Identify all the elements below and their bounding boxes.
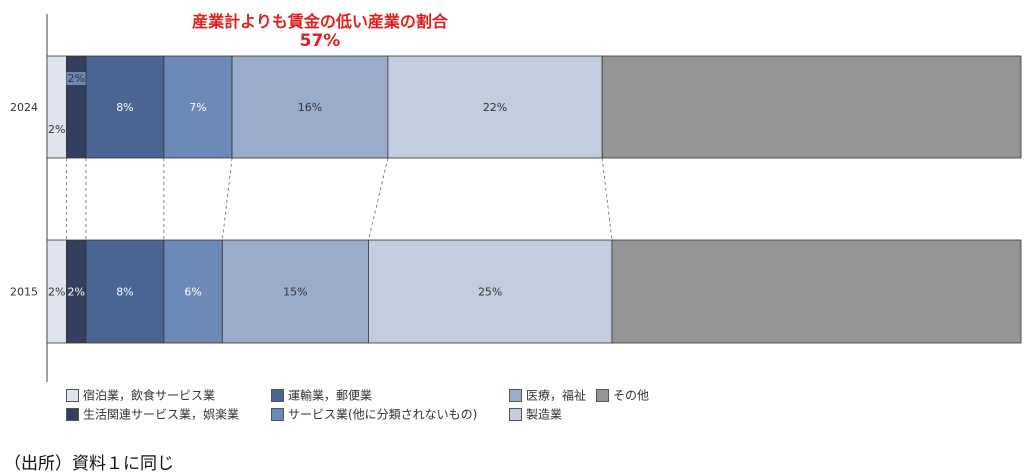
data-label-2015-0: 2%: [48, 286, 65, 299]
bar-segment-2015-5: [368, 239, 613, 344]
legend-item: 医療，福祉: [509, 387, 586, 403]
data-label-2015-4: 15%: [283, 286, 307, 299]
connector-line-3: [221, 157, 233, 241]
legend-swatch: [271, 408, 284, 421]
data-label-2015-5: 25%: [478, 286, 502, 299]
data-label-2024-0: 2%: [48, 123, 65, 136]
legend-label: 医療，福祉: [526, 388, 587, 403]
connector-line-5: [601, 157, 613, 241]
legend-item: 生活関連サービス業，娯楽業: [66, 406, 239, 422]
category-label-2024: 2024: [10, 101, 38, 114]
legend-item: その他: [596, 387, 649, 403]
bar-segment-2024-5: [387, 55, 603, 159]
connector-line-4: [368, 157, 389, 241]
bar-segment-2024-0: [46, 55, 67, 159]
bar-segment-2024-2: [85, 55, 165, 159]
legend-swatch: [509, 408, 522, 421]
data-label-2024-1: 2%: [67, 72, 84, 85]
data-label-2024-5: 22%: [483, 101, 507, 114]
data-label-2024-3: 7%: [189, 101, 206, 114]
bar-segment-2015-2: [85, 239, 165, 344]
legend-label: 製造業: [526, 407, 563, 422]
legend-label: その他: [613, 388, 650, 403]
bar-segment-2024-4: [231, 55, 389, 159]
legend-item: サービス業(他に分類されないもの): [271, 406, 477, 422]
legend-swatch: [66, 389, 79, 402]
legend-swatch: [596, 389, 609, 402]
legend-swatch: [66, 408, 79, 421]
bar-segment-2015-6: [611, 239, 1022, 344]
legend-label: 生活関連サービス業，娯楽業: [83, 407, 240, 422]
bar-segment-2015-3: [163, 239, 223, 344]
legend-label: 宿泊業，飲食サービス業: [83, 388, 216, 403]
bar-segment-2015-4: [221, 239, 369, 344]
data-label-2024-4: 16%: [298, 101, 322, 114]
legend-label: 運輸業，郵便業: [288, 388, 373, 403]
legend-item: 宿泊業，飲食サービス業: [66, 387, 215, 403]
source-note: （出所）資料１に同じ: [4, 454, 174, 474]
bar-segment-2024-6: [601, 55, 1022, 159]
data-label-bg-2024-1: [66, 72, 86, 85]
data-label-2024-2: 8%: [116, 101, 133, 114]
legend-item: 運輸業，郵便業: [271, 387, 372, 403]
legend-swatch: [509, 389, 522, 402]
legend-item: 製造業: [509, 406, 562, 422]
legend-label: サービス業(他に分類されないもの): [288, 407, 478, 422]
legend-swatch: [271, 389, 284, 402]
category-label-2015: 2015: [10, 286, 38, 299]
data-label-2015-2: 8%: [116, 286, 133, 299]
data-label-2015-3: 6%: [184, 286, 201, 299]
data-label-2015-1: 2%: [67, 286, 84, 299]
